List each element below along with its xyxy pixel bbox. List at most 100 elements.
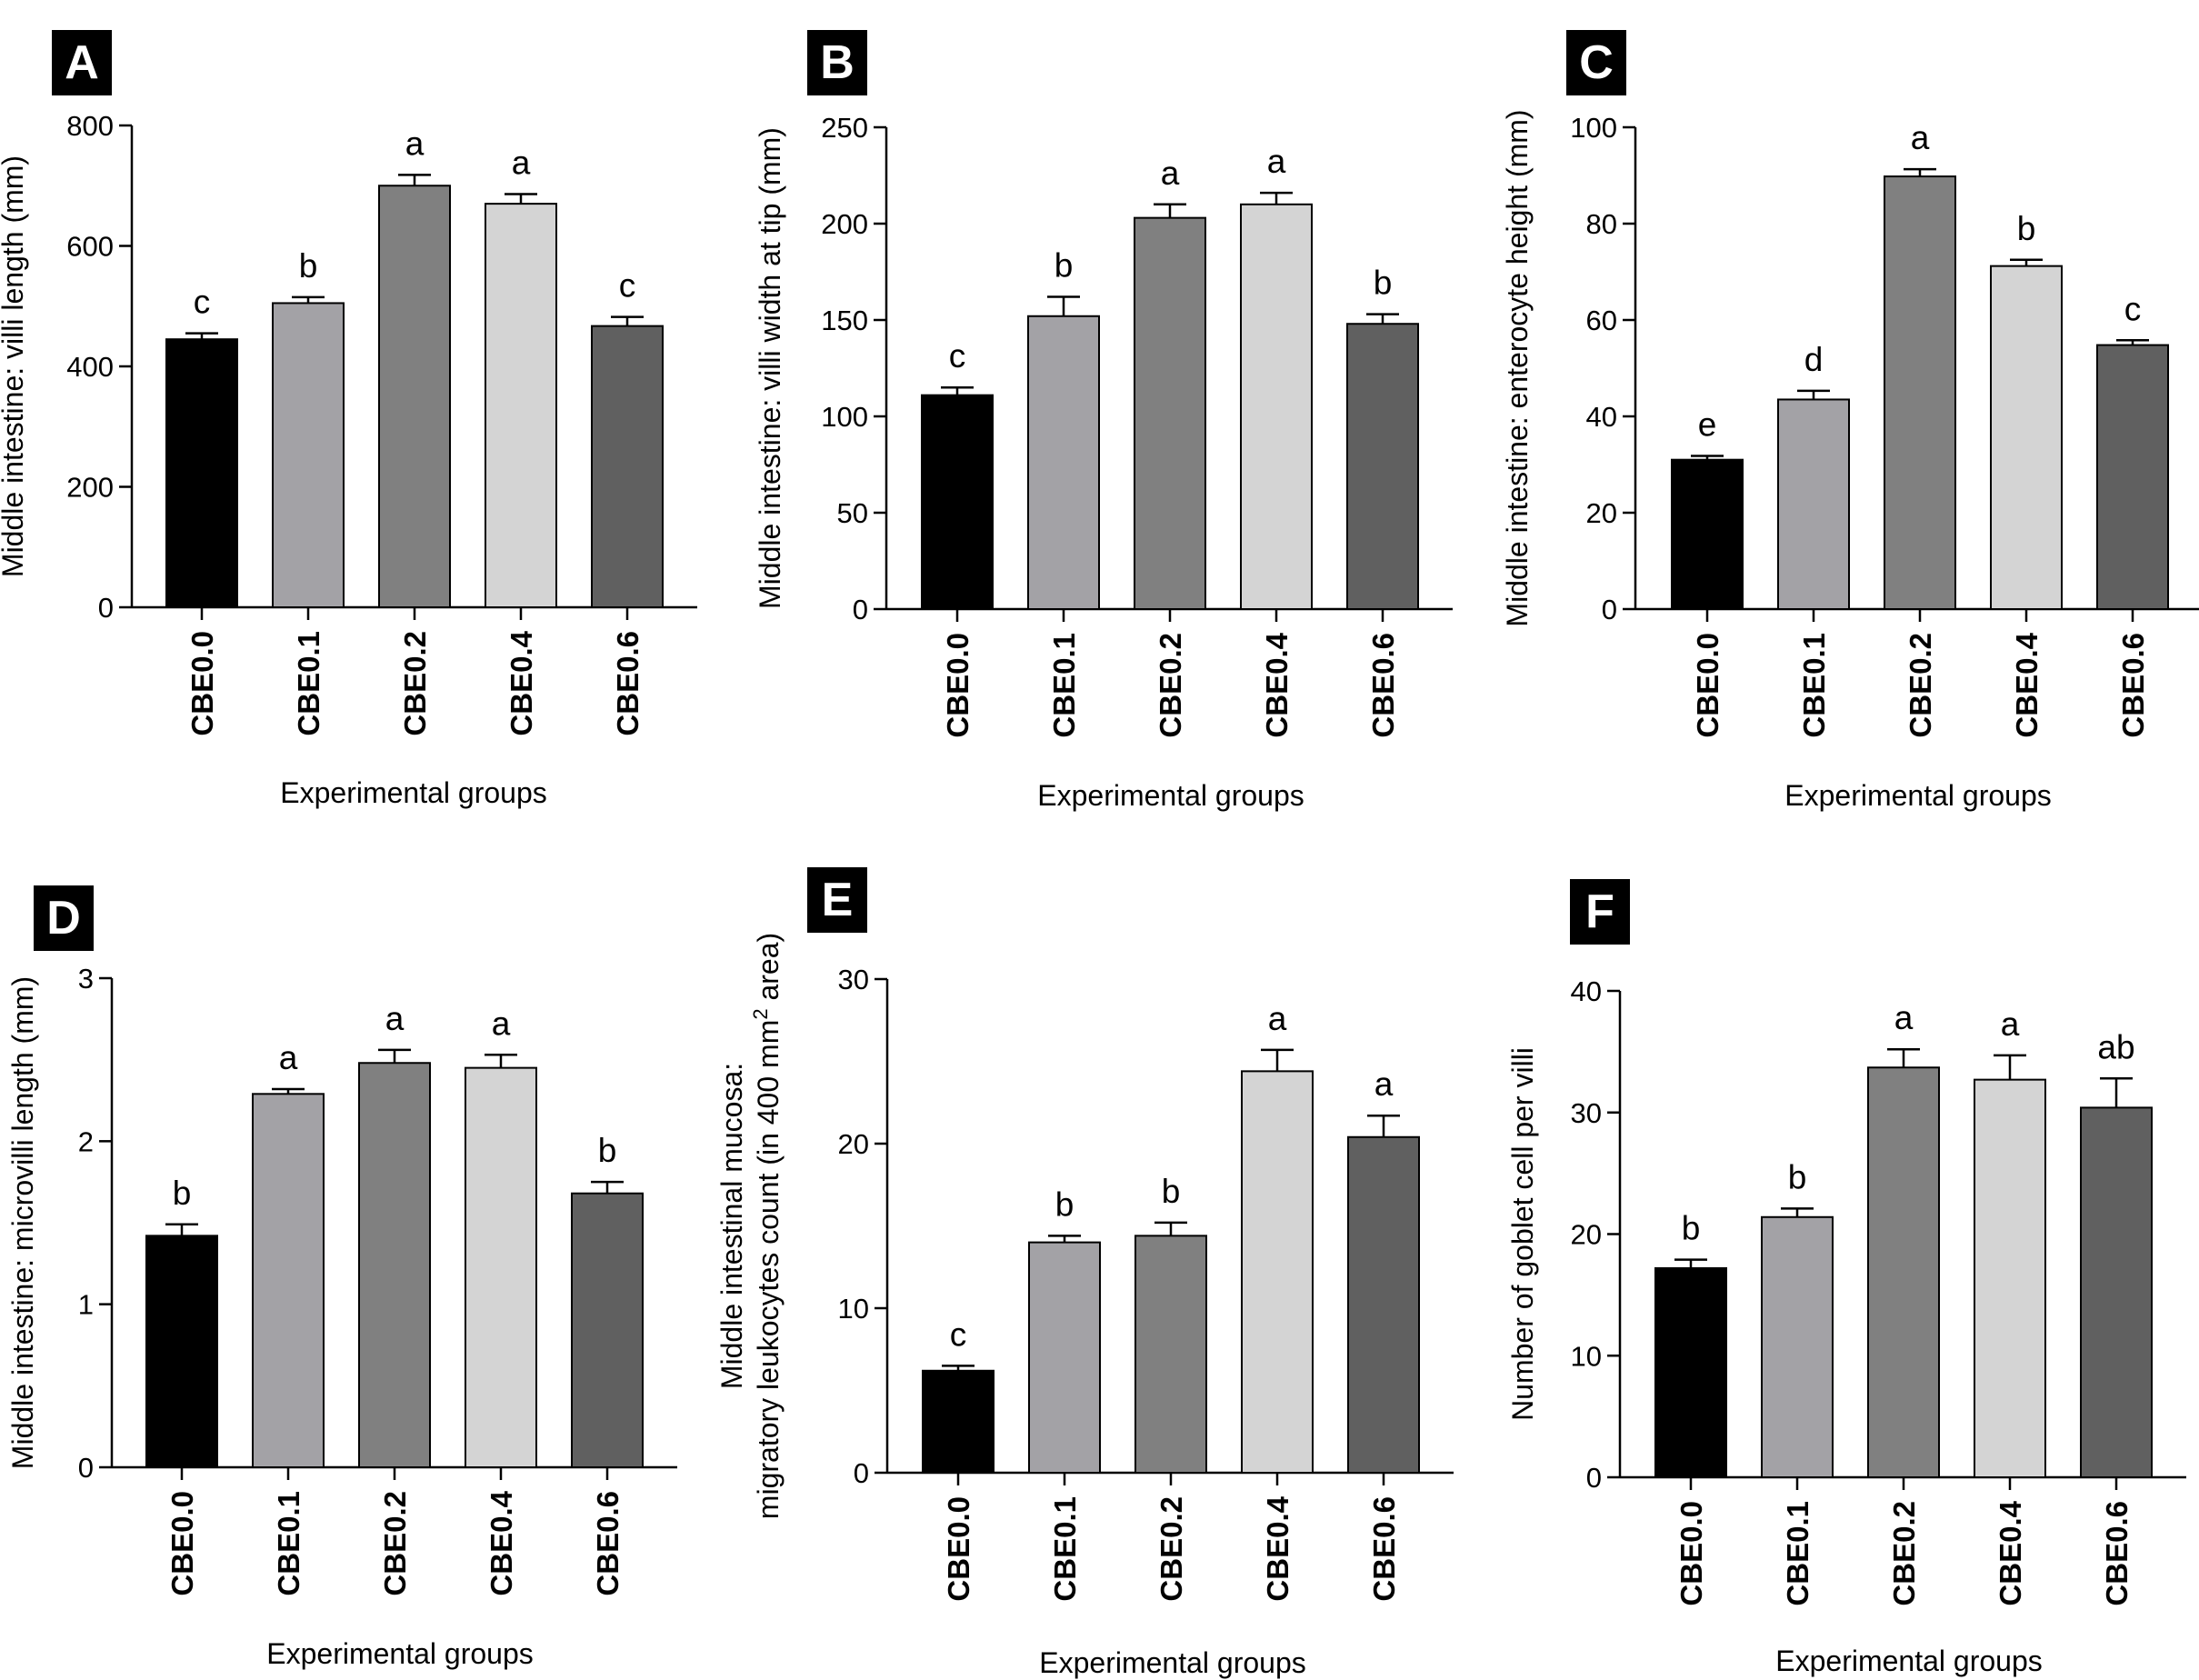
panel-label: E: [822, 874, 854, 926]
x-tick-label: CBE0.0: [1674, 1501, 1708, 1606]
significance-label: a: [512, 145, 531, 182]
y-tick-label: 60: [1586, 305, 1617, 336]
bar-cbe0-0: [145, 1235, 218, 1469]
significance-label: a: [1894, 999, 1914, 1036]
y-tick-label: 800: [66, 110, 114, 142]
significance-label: ab: [2097, 1028, 2134, 1065]
significance-label: a: [492, 1005, 511, 1042]
y-tick-label: 200: [66, 472, 114, 504]
bar-cbe0-4: [1974, 1078, 2046, 1478]
y-tick-label: 50: [837, 497, 868, 529]
significance-label: b: [1788, 1158, 1807, 1195]
x-tick-label: CBE0.1: [1797, 633, 1831, 738]
y-tick-label: 250: [821, 112, 868, 144]
x-tick-label: CBE0.0: [1691, 633, 1724, 738]
bar-cbe0-2: [1134, 1235, 1207, 1474]
y-tick-label: 0: [854, 1457, 869, 1489]
y-tick-label: 100: [1570, 112, 1617, 144]
bar-cbe0-4: [1241, 1070, 1314, 1474]
x-tick-label: CBE0.1: [1781, 1501, 1814, 1606]
y-axis-title-superscript: 2: [749, 1008, 772, 1019]
x-tick-label: CBE0.0: [941, 633, 975, 738]
bar-cbe0-4: [465, 1066, 537, 1468]
significance-label: d: [1804, 341, 1824, 378]
bar-cbe0-0: [1671, 458, 1744, 611]
y-axis-title-line2: migratory leukocytes count (in 400 mm: [752, 1020, 785, 1520]
y-axis-title: Middle intestinal mucosa: migratory leuko…: [715, 933, 785, 1519]
bar-cbe0-2: [1884, 175, 1956, 610]
significance-label: e: [1698, 405, 1717, 443]
y-axis-title: Middle intestine: enterocyte height (mm): [1501, 109, 1534, 626]
bar-cbe0-1: [1777, 398, 1850, 611]
y-axis-title: Middle intestine: villi width at tip (mm…: [754, 127, 786, 609]
significance-label: c: [950, 1315, 967, 1353]
significance-label: c: [2124, 290, 2142, 327]
y-tick-label: 40: [1571, 975, 1602, 1007]
y-tick-label: 600: [66, 231, 114, 263]
bar-cbe0-6: [2080, 1106, 2153, 1479]
significance-label: a: [1374, 1065, 1394, 1103]
y-tick-label: 400: [66, 351, 114, 383]
x-tick-label: CBE0.4: [485, 1490, 518, 1595]
x-tick-label: CBE0.6: [1367, 1496, 1401, 1602]
y-tick-label: 0: [78, 1452, 94, 1484]
y-axis-title: Middle intestine: villi length (mm): [0, 155, 29, 577]
x-axis-title: Experimental groups: [280, 776, 546, 809]
panel-label: B: [820, 36, 855, 89]
significance-label: c: [194, 284, 211, 321]
significance-label: a: [2001, 1005, 2020, 1043]
x-axis-title: Experimental groups: [1037, 779, 1304, 812]
bar-cbe0-1: [1027, 315, 1100, 610]
panel-c: C 0 20 40 60 80 100 Middle intestine: enterocyt…: [1501, 30, 2199, 812]
significance-label: a: [405, 125, 425, 162]
x-tick-label: CBE0.2: [1154, 1496, 1188, 1602]
x-tick-label: CBE0.2: [1887, 1501, 1921, 1606]
significance-label: a: [279, 1039, 298, 1076]
y-axis-title: Number of goblet cell per villi: [1506, 1047, 1539, 1421]
y-axis-title-line1: Middle intestinal mucosa:: [715, 1063, 748, 1389]
y-axis-title-suffix: area): [752, 933, 785, 1009]
bar-cbe0-6: [1346, 323, 1419, 610]
panel-a: A 0 200 400 600 800 Middle intestine: villi le…: [0, 30, 697, 809]
significance-label: b: [173, 1175, 192, 1212]
y-tick-label: 0: [1586, 1462, 1602, 1494]
bar-cbe0-0: [922, 1369, 995, 1475]
significance-label: a: [1267, 143, 1286, 180]
significance-label: b: [1682, 1210, 1701, 1247]
bar-cbe0-2: [358, 1062, 431, 1468]
bar-cbe0-2: [1134, 216, 1206, 610]
bar-cbe0-0: [921, 394, 994, 610]
panel-b: B 0 50 100 150 200 250 Middle intestine: villi …: [754, 30, 1453, 812]
significance-label: b: [1055, 247, 1074, 285]
bar-cbe0-0: [165, 338, 238, 608]
x-tick-label: CBE0.2: [378, 1491, 412, 1596]
panel-label-box: [807, 867, 867, 933]
y-tick-label: 1: [78, 1289, 94, 1321]
significance-label: a: [1161, 155, 1180, 192]
panel-f: F 0 10 20 30 40 Number of goblet cell per vill…: [1506, 879, 2186, 1677]
x-tick-label: CBE0.2: [1904, 633, 1937, 738]
panel-label: A: [65, 36, 99, 89]
panel-e: E 0 10 20 30 Middle intestinal mucosa: migrato…: [715, 867, 1454, 1679]
x-tick-label: CBE0.6: [2116, 633, 2150, 738]
x-tick-label: CBE0.1: [1047, 633, 1081, 738]
panel-label-box: [1570, 879, 1630, 945]
significance-label: c: [949, 337, 966, 375]
bar-cbe0-6: [1347, 1135, 1420, 1474]
panel-label: D: [46, 892, 81, 945]
bar-cbe0-4: [1990, 265, 2063, 610]
bar-cbe0-0: [1654, 1266, 1727, 1478]
y-tick-label: 30: [838, 964, 869, 995]
bar-cbe0-1: [252, 1093, 325, 1468]
y-tick-label: 200: [821, 208, 868, 240]
y-tick-label: 150: [821, 305, 868, 336]
bar-cbe0-2: [1867, 1066, 1940, 1478]
x-tick-label: CBE0.4: [2010, 632, 2044, 737]
y-axis-title: Middle intestine: microvilli length (mm): [6, 976, 39, 1469]
x-tick-label: CBE0.1: [272, 1491, 305, 1596]
significance-label: a: [385, 1000, 405, 1037]
bar-cbe0-1: [272, 302, 345, 608]
y-tick-label: 20: [838, 1128, 869, 1160]
significance-label: b: [598, 1132, 617, 1169]
